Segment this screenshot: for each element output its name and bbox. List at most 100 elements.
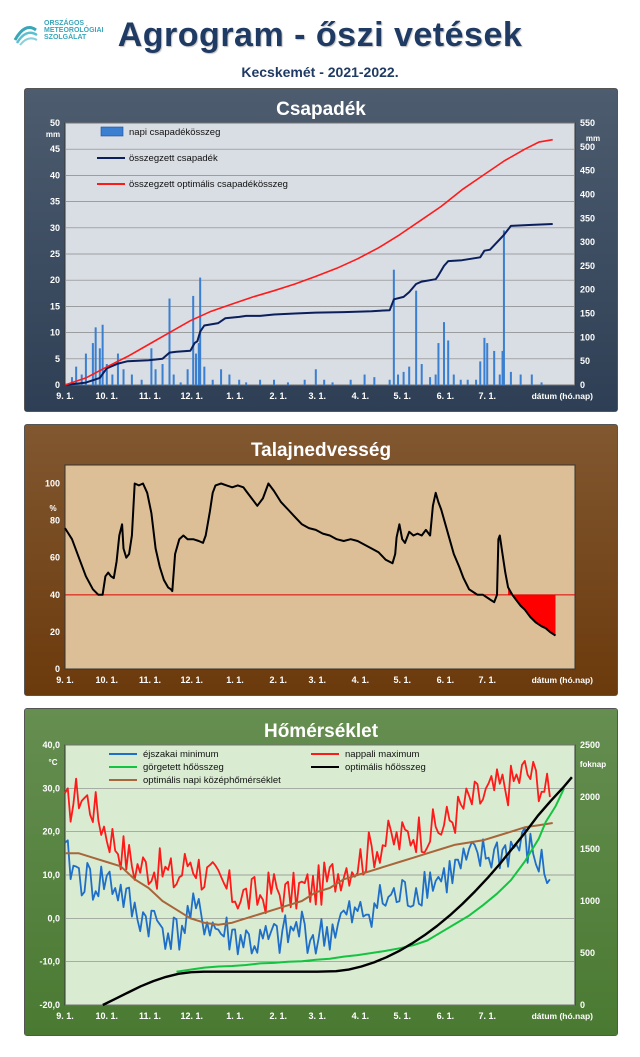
legend-label: görgetett hőösszeg [143, 762, 224, 773]
x-tick-label: 3. 1. [308, 391, 326, 401]
left-tick-label: 50 [50, 118, 60, 128]
legend-label: éjszakai minimum [143, 749, 219, 760]
rolling-heat-sum-line [176, 788, 565, 973]
x-tick-label: 11. 1. [139, 391, 161, 401]
x-tick-label: 9. 1. [56, 1011, 74, 1021]
left-tick-label: 40 [50, 170, 60, 180]
plot-area [64, 464, 576, 670]
daily-precip-bar [363, 374, 366, 385]
daily-precip-bar [303, 379, 306, 385]
left-tick-label: 10,0 [42, 870, 60, 880]
x-tick-label: 7. 1. [478, 1011, 496, 1021]
daily-precip-bar [150, 348, 153, 385]
right-unit-label: foknap [580, 760, 606, 769]
daily-precip-bar [228, 374, 231, 385]
daily-precip-bar [434, 374, 437, 385]
daily-precip-bar [197, 343, 200, 385]
cumulative-precip-line [64, 223, 553, 386]
daily-precip-bar [331, 382, 334, 385]
left-unit-label: % [49, 504, 56, 513]
right-tick-label: 1000 [580, 896, 600, 906]
x-tick-label: 4. 1. [352, 391, 370, 401]
legend-label: összegzett csapadék [129, 153, 218, 164]
daily-precip-bar [98, 348, 101, 385]
x-tick-label: 10. 1. [96, 675, 119, 685]
left-tick-label: 30,0 [42, 783, 60, 793]
daily-precip-bar [420, 364, 423, 385]
x-tick-label: 10. 1. [96, 391, 119, 401]
right-tick-label: 250 [580, 261, 595, 271]
daily-precip-bar [479, 361, 482, 385]
x-tick-label: 5. 1. [393, 1011, 411, 1021]
daily-precip-bar [397, 374, 400, 385]
x-tick-label: 5. 1. [393, 391, 411, 401]
soil-panel: Talajnedvesség 0 20 40 60 80 100% 9. 1. 10. 1. 11… [24, 424, 618, 696]
temp-panel: Hőmérséklet -20,0 -10,0 0,0 10,0 20,0 30,0 40,0… [24, 708, 618, 1036]
chart-title: Hőmérséklet [264, 721, 379, 742]
daily-precip-bar [105, 364, 108, 385]
right-tick-label: 500 [580, 142, 595, 152]
left-tick-label: 45 [50, 144, 60, 154]
chart-title: Csapadék [276, 99, 366, 120]
x-tick-label: 6. 1. [437, 391, 455, 401]
x-tick-label: 6. 1. [437, 675, 455, 685]
x-tick-label: 4. 1. [352, 1011, 370, 1021]
legend-label: optimális napi középhőmérséklet [143, 775, 281, 786]
omsz-logo: ORSZÁGOS METEOROLÓGIAI SZOLGÁLAT [10, 18, 120, 58]
daily-precip-bar [475, 379, 478, 385]
daily-precip-bar [373, 377, 376, 385]
daily-precip-bar [70, 377, 73, 385]
daily-precip-bar [116, 353, 119, 385]
logo-line-2: METEOROLÓGIAI [44, 27, 104, 34]
x-tick-label: 10. 1. [96, 1011, 119, 1021]
daily-precip-bar [84, 353, 87, 385]
x-tick-label: 12. 1. [181, 675, 204, 685]
right-tick-label: 2500 [580, 740, 600, 750]
daily-precip-bar [122, 369, 125, 385]
daily-precip-bar [447, 340, 450, 385]
left-tick-label: 15 [50, 301, 60, 311]
daily-precip-bar [530, 374, 533, 385]
soil-moisture-chart: Talajnedvesség 0 20 40 60 80 100% 9. 1. 10. 1. 11… [25, 425, 617, 695]
optimal-heat-sum-line [102, 776, 573, 1007]
daily-precip-bar [179, 382, 182, 385]
page-subtitle: Kecskemét - 2021-2022. [241, 64, 399, 80]
right-tick-label: 0 [580, 380, 585, 390]
x-tick-label: 11. 1. [139, 675, 161, 685]
daily-precip-bar [314, 369, 317, 385]
daily-precip-bar [443, 322, 446, 385]
left-tick-label: 20 [50, 275, 60, 285]
right-tick-label: 200 [580, 285, 595, 295]
right-tick-label: 300 [580, 237, 595, 247]
right-tick-label: 350 [580, 213, 595, 223]
legend-label: összegzett optimális csapadékösszeg [129, 179, 288, 190]
optimal-mean-temp-line [65, 822, 553, 926]
daily-precip-bar [75, 366, 78, 385]
left-tick-label: 0,0 [47, 913, 60, 923]
daily-precip-bar [168, 298, 171, 385]
right-tick-label: 2000 [580, 792, 600, 802]
daily-precip-bar [452, 374, 455, 385]
left-tick-label: 0 [55, 380, 60, 390]
x-tick-label: 5. 1. [393, 675, 411, 685]
daily-precip-bar [211, 379, 214, 385]
daily-precip-bar [415, 290, 418, 385]
left-tick-label: 30 [50, 223, 60, 233]
daily-precip-bar [111, 374, 114, 385]
x-tick-label: 12. 1. [181, 391, 204, 401]
x-tick-label: 2. 1. [269, 675, 287, 685]
left-tick-label: -10,0 [39, 957, 60, 967]
right-tick-label: 450 [580, 166, 595, 176]
daily-precip-bar [483, 337, 486, 385]
daily-precip-bar [91, 343, 94, 385]
temperature-chart: Hőmérséklet -20,0 -10,0 0,0 10,0 20,0 30,0 40,0… [25, 709, 617, 1035]
right-tick-label: 0 [580, 1000, 585, 1010]
moisture-deficit-area [508, 587, 556, 636]
left-tick-label: 20,0 [42, 827, 60, 837]
daily-precip-bar [194, 353, 197, 385]
precip-panel: Csapadék 0 5 10 15 20 25 30 35 40 45 50 mm 0 50 100 150 2… [24, 88, 618, 412]
daily-precip-bar [493, 350, 496, 385]
left-tick-label: 40,0 [42, 740, 60, 750]
x-axis-label: dátum (hó.nap) [532, 1011, 594, 1021]
omsz-logo-icon [13, 26, 38, 46]
